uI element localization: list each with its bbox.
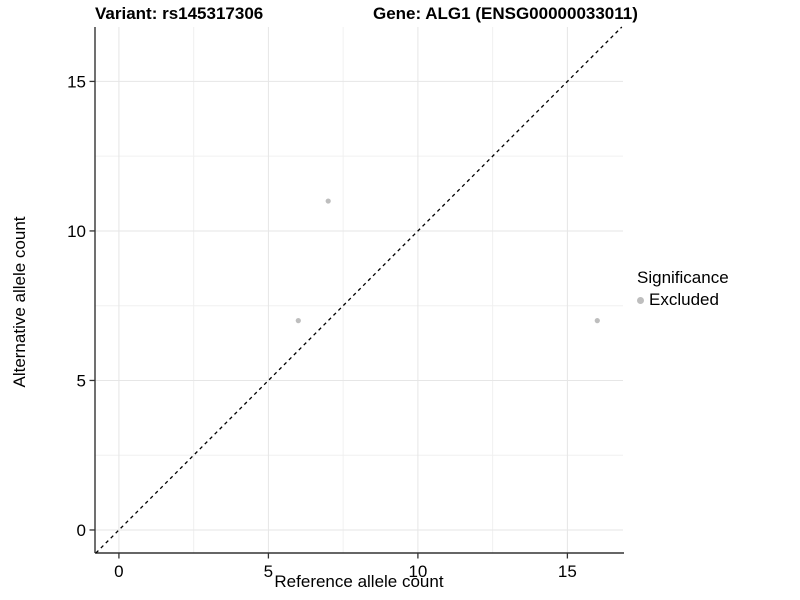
- y-tick-label: 15: [67, 72, 86, 91]
- excluded-point-icon: [637, 296, 644, 304]
- identity-dashed-line: [95, 26, 623, 554]
- x-tick-label: 10: [408, 562, 427, 581]
- data-point: [594, 318, 600, 324]
- legend-item-excluded: Excluded: [637, 290, 729, 310]
- x-tick-label: 0: [114, 562, 123, 581]
- legend-item-label: Excluded: [649, 290, 719, 309]
- y-tick-label: 5: [77, 371, 86, 390]
- y-tick-label: 10: [67, 222, 86, 241]
- x-axis-label: Reference allele count: [274, 572, 444, 591]
- legend-title: Significance: [637, 268, 729, 287]
- x-tick-label: 5: [264, 562, 273, 581]
- legend: Significance Excluded: [637, 268, 729, 310]
- data-point: [295, 318, 301, 324]
- plot-title-gene: Gene: ALG1 (ENSG00000033011): [373, 4, 638, 23]
- y-axis-label: Alternative allele count: [10, 216, 29, 388]
- x-tick-label: 15: [558, 562, 577, 581]
- data-point: [325, 198, 331, 204]
- y-tick-label: 0: [77, 521, 86, 540]
- plot-title-variant: Variant: rs145317306: [95, 4, 264, 23]
